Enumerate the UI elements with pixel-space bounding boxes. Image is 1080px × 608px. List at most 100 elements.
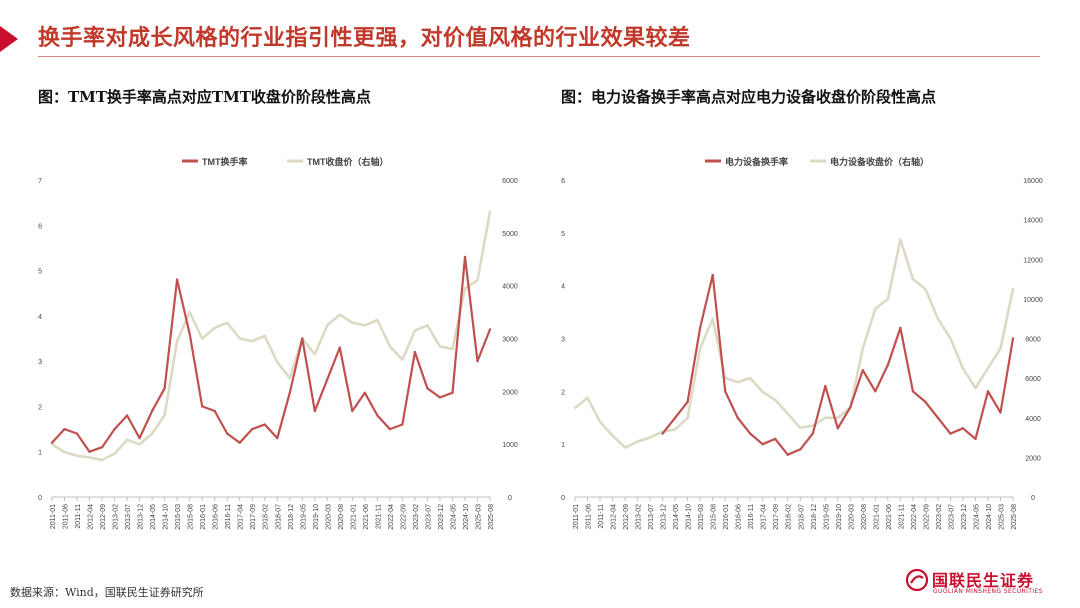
y-right-tick: 6000 bbox=[502, 178, 518, 185]
series-point-1 bbox=[936, 317, 940, 320]
series-point-1 bbox=[238, 337, 241, 340]
x-tick-label: 2013-07 bbox=[648, 504, 655, 530]
series-point-0 bbox=[673, 416, 677, 419]
x-tick-label: 2018-07 bbox=[798, 504, 805, 530]
data-source: 数据来源：Wind，国联民生证券研究所 bbox=[10, 586, 204, 599]
x-tick-label: 2015-03 bbox=[698, 504, 705, 530]
x-tick-label: 2023-12 bbox=[438, 504, 445, 530]
x-tick-label: 2016-11 bbox=[748, 504, 755, 529]
series-point-1 bbox=[75, 454, 79, 457]
series-point-1 bbox=[648, 436, 652, 439]
series-point-0 bbox=[125, 414, 129, 417]
y-right-tick: 10000 bbox=[1023, 297, 1043, 304]
x-tick-label: 2025-03 bbox=[475, 504, 482, 530]
series-point-0 bbox=[874, 390, 877, 393]
x-tick-label: 2012-04 bbox=[88, 504, 95, 530]
series-point-1 bbox=[226, 321, 229, 324]
series-point-0 bbox=[861, 369, 864, 372]
series-point-1 bbox=[836, 416, 839, 419]
series-point-0 bbox=[799, 448, 802, 451]
series-point-0 bbox=[351, 409, 354, 413]
series-point-1 bbox=[251, 339, 254, 343]
series-point-0 bbox=[251, 427, 254, 431]
x-tick-label: 2024-05 bbox=[450, 504, 457, 530]
x-tick-label: 2017-09 bbox=[773, 504, 780, 530]
x-tick-label: 2018-12 bbox=[811, 504, 818, 530]
series-point-1 bbox=[899, 238, 902, 241]
x-tick-label: 2016-01 bbox=[200, 504, 207, 530]
x-tick-label: 2014-05 bbox=[150, 504, 157, 530]
series-point-0 bbox=[849, 406, 852, 409]
series-point-1 bbox=[451, 347, 454, 351]
x-tick-label: 2011-11 bbox=[598, 504, 605, 529]
series-point-0 bbox=[150, 409, 154, 413]
series-point-1 bbox=[961, 367, 965, 370]
series-line-0 bbox=[51, 255, 492, 453]
x-tick-label: 2023-07 bbox=[425, 504, 432, 530]
series-point-1 bbox=[326, 324, 329, 327]
y-left-tick: 4 bbox=[38, 314, 42, 321]
x-tick-label: 2011-06 bbox=[63, 504, 70, 529]
y-right-tick: 12000 bbox=[1023, 257, 1043, 264]
series-point-1 bbox=[363, 324, 367, 327]
series-point-1 bbox=[974, 386, 977, 390]
logo-mark-icon bbox=[906, 569, 928, 591]
series-point-0 bbox=[476, 359, 479, 363]
series-point-1 bbox=[63, 450, 66, 454]
x-tick-label: 2023-02 bbox=[413, 504, 420, 530]
series-point-0 bbox=[163, 387, 166, 390]
x-tick-label: 2019-10 bbox=[836, 504, 843, 530]
series-point-1 bbox=[673, 428, 677, 431]
series-point-0 bbox=[75, 432, 79, 435]
series-point-0 bbox=[786, 453, 789, 456]
series-point-1 bbox=[426, 324, 429, 327]
title-rule bbox=[38, 56, 1040, 57]
series-point-0 bbox=[276, 436, 279, 440]
series-point-0 bbox=[736, 416, 739, 419]
y-right-tick: 1000 bbox=[502, 442, 518, 449]
series-point-1 bbox=[150, 432, 154, 435]
logo-subtext: GUOLIAN MINSHENG SECURITIES bbox=[933, 588, 1043, 595]
series-point-1 bbox=[611, 434, 614, 437]
series-point-0 bbox=[886, 363, 890, 367]
x-tick-label: 2015-03 bbox=[175, 504, 182, 530]
x-tick-label: 2018-07 bbox=[275, 504, 282, 530]
series-point-1 bbox=[573, 406, 577, 409]
chart-power-equipment: 电力设备换手率 电力设备收盘价（右轴） 0 1 2 3 4 5 6 0 2000 4000 6000 80… bbox=[561, 156, 1043, 530]
series-point-0 bbox=[50, 441, 54, 444]
series-point-1 bbox=[999, 347, 1002, 350]
series-point-1 bbox=[824, 416, 827, 419]
x-tick-label: 2012-09 bbox=[100, 504, 107, 530]
series-point-0 bbox=[749, 432, 752, 435]
series-point-0 bbox=[201, 405, 204, 408]
x-tick-label: 2018-12 bbox=[288, 504, 295, 530]
title-marker bbox=[0, 26, 18, 52]
series-point-1 bbox=[113, 452, 116, 455]
x-tick-label: 2013-02 bbox=[113, 504, 120, 530]
series-point-1 bbox=[986, 367, 990, 370]
series-point-1 bbox=[761, 390, 764, 394]
x-tick-label: 2011-01 bbox=[50, 504, 57, 529]
x-tick-label: 2021-01 bbox=[350, 504, 357, 530]
series-point-0 bbox=[88, 450, 91, 453]
x-tick-label: 2020-08 bbox=[861, 504, 868, 530]
y-left-tick: 5 bbox=[561, 231, 565, 238]
logo-text: 国联民生证券 bbox=[932, 571, 1035, 590]
y-right-tick: 2000 bbox=[1025, 455, 1041, 462]
series-point-1 bbox=[874, 307, 877, 310]
y-right-tick: 16000 bbox=[1023, 178, 1043, 185]
x-tick-label: 2013-12 bbox=[661, 504, 668, 530]
series-point-1 bbox=[263, 334, 266, 338]
series-point-0 bbox=[463, 255, 467, 259]
x-tick-label: 2020-03 bbox=[325, 504, 332, 530]
series-point-1 bbox=[949, 337, 952, 340]
x-tick-label: 2024-05 bbox=[973, 504, 980, 530]
x-tick-label: 2021-06 bbox=[363, 504, 370, 530]
x-tick-label: 2022-04 bbox=[388, 504, 395, 530]
x-tick-label: 2022-09 bbox=[400, 504, 407, 530]
x-tick-label: 2016-01 bbox=[723, 504, 730, 530]
x-tick-label: 2020-08 bbox=[338, 504, 345, 530]
series-point-0 bbox=[811, 432, 814, 435]
y-left-tick: 6 bbox=[38, 223, 42, 230]
y-left-tick: 2 bbox=[561, 389, 565, 396]
